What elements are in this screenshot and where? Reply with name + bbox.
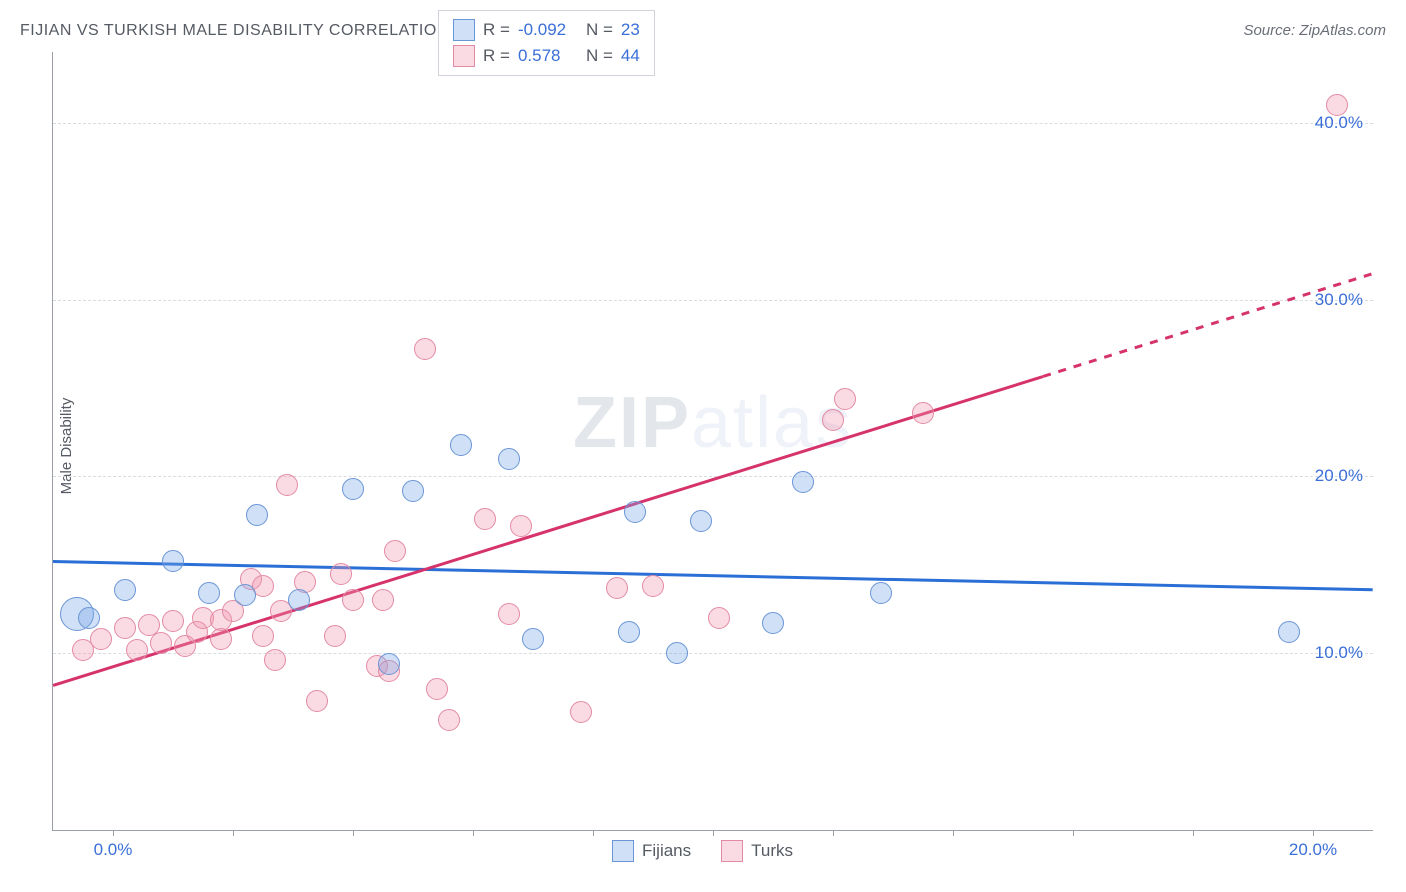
data-point (276, 474, 298, 496)
data-point (288, 589, 310, 611)
data-point (210, 628, 232, 650)
legend-swatch (453, 45, 475, 67)
data-point (324, 625, 346, 647)
legend-stats-row: R = -0.092 N = 23 (453, 17, 640, 43)
data-point (912, 402, 934, 424)
data-point (402, 480, 424, 502)
data-point (618, 621, 640, 643)
data-point (306, 690, 328, 712)
data-point (330, 563, 352, 585)
legend-swatch (721, 840, 743, 862)
watermark: ZIPatlas (573, 382, 853, 464)
data-point (1326, 94, 1348, 116)
y-tick-label: 20.0% (1315, 466, 1363, 486)
data-point (114, 579, 136, 601)
data-point (642, 575, 664, 597)
data-point (342, 589, 364, 611)
data-point (1278, 621, 1300, 643)
data-point (126, 639, 148, 661)
x-tick (233, 830, 234, 836)
data-point (498, 448, 520, 470)
data-point (162, 550, 184, 572)
data-point (114, 617, 136, 639)
data-point (498, 603, 520, 625)
data-point (510, 515, 532, 537)
data-point (834, 388, 856, 410)
x-tick (953, 830, 954, 836)
x-tick (113, 830, 114, 836)
source-label: Source: ZipAtlas.com (1243, 22, 1386, 39)
data-point (522, 628, 544, 650)
data-point (372, 589, 394, 611)
data-point (870, 582, 892, 604)
x-tick (1313, 830, 1314, 836)
legend-label: Fijians (642, 841, 691, 861)
data-point (690, 510, 712, 532)
legend-swatch (453, 19, 475, 41)
x-tick (473, 830, 474, 836)
data-point (438, 709, 460, 731)
x-tick (1073, 830, 1074, 836)
data-point (246, 504, 268, 526)
data-point (708, 607, 730, 629)
data-point (342, 478, 364, 500)
data-point (414, 338, 436, 360)
data-point (78, 607, 100, 629)
legend-stats-row: R = 0.578 N = 44 (453, 43, 640, 69)
x-tick-label: 20.0% (1289, 840, 1337, 860)
data-point (474, 508, 496, 530)
data-point (150, 632, 172, 654)
data-point (162, 610, 184, 632)
x-tick-label: 0.0% (94, 840, 133, 860)
x-tick (353, 830, 354, 836)
data-point (762, 612, 784, 634)
data-point (252, 625, 274, 647)
data-point (198, 582, 220, 604)
x-tick (713, 830, 714, 836)
data-point (90, 628, 112, 650)
legend-label: Turks (751, 841, 793, 861)
gridline (53, 653, 1373, 654)
legend-bottom: Fijians Turks (612, 840, 793, 862)
legend-stats: R = -0.092 N = 23 R = 0.578 N = 44 (438, 10, 655, 76)
legend-item: Turks (721, 840, 793, 862)
plot-area: ZIPatlas 10.0%20.0%30.0%40.0%0.0%20.0% (52, 52, 1373, 831)
y-tick-label: 30.0% (1315, 290, 1363, 310)
legend-item: Fijians (612, 840, 691, 862)
trend-line (1043, 272, 1374, 377)
data-point (570, 701, 592, 723)
gridline (53, 123, 1373, 124)
data-point (450, 434, 472, 456)
data-point (822, 409, 844, 431)
data-point (264, 649, 286, 671)
data-point (666, 642, 688, 664)
legend-swatch (612, 840, 634, 862)
data-point (792, 471, 814, 493)
data-point (426, 678, 448, 700)
data-point (606, 577, 628, 599)
gridline (53, 300, 1373, 301)
x-tick (833, 830, 834, 836)
y-tick-label: 10.0% (1315, 643, 1363, 663)
data-point (234, 584, 256, 606)
x-tick (593, 830, 594, 836)
data-point (624, 501, 646, 523)
x-tick (1193, 830, 1194, 836)
data-point (384, 540, 406, 562)
data-point (378, 653, 400, 675)
